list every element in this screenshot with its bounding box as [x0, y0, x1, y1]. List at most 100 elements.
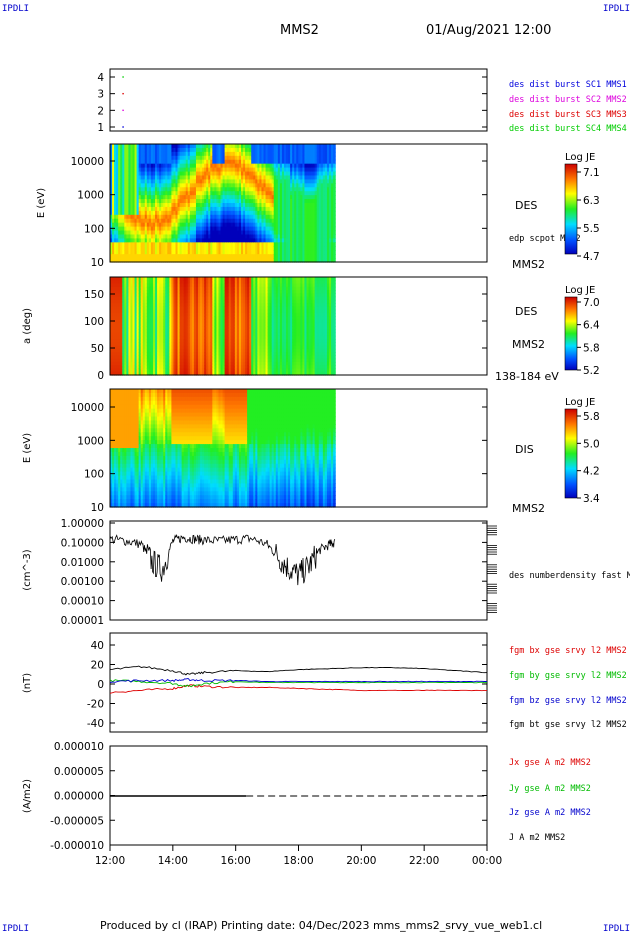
des-energy-cell [112, 167, 115, 173]
des-pitch-cell [155, 355, 158, 360]
des-energy-cell [128, 258, 132, 263]
des-energy-cell [318, 214, 322, 220]
des-energy-cell [177, 175, 181, 180]
des-energy-cell [181, 230, 185, 236]
des-energy-cell [118, 199, 121, 204]
des-energy-cell [118, 183, 121, 188]
des-energy-cell [173, 226, 177, 232]
des-energy-cell [333, 195, 336, 200]
des-energy-cell [290, 238, 293, 243]
des-energy-cell [185, 179, 189, 184]
des-pitch-cell [157, 371, 160, 376]
des-energy-cell [130, 175, 134, 180]
des-pitch-cell [179, 326, 183, 330]
des-energy-cell [273, 226, 277, 232]
des-energy-cell [112, 179, 115, 184]
des-energy-cell [202, 230, 205, 236]
des-energy-cell [290, 171, 293, 177]
des-pitch-cell [155, 322, 158, 327]
des-pitch-cell [140, 306, 144, 311]
des-energy-cell [300, 210, 304, 216]
des-energy-cell [120, 187, 123, 192]
des-pitch-cell [167, 293, 170, 298]
des-pitch-cell [200, 319, 203, 324]
des-energy-cell [304, 258, 308, 263]
des-energy-cell [281, 183, 285, 188]
des-pitch-cell [167, 342, 170, 347]
des-energy-cell [232, 226, 236, 232]
des-energy-cell [277, 175, 281, 180]
des-energy-cell [269, 234, 273, 239]
des-pitch-cell [155, 309, 158, 314]
des-pitch-cell [155, 371, 158, 376]
des-energy-cell [136, 250, 140, 255]
des-energy-cell [146, 206, 150, 212]
des-energy-cell [157, 226, 160, 232]
des-pitch-cell [183, 299, 187, 304]
des-energy-cell [259, 151, 263, 157]
des-energy-cell [195, 230, 199, 236]
des-pitch-cell [218, 309, 222, 314]
des-energy-cell [152, 226, 156, 232]
des-pitch-cell [195, 335, 199, 340]
des-energy-cell [224, 210, 228, 216]
des-energy-cell [232, 179, 236, 184]
des-energy-cell [130, 218, 134, 224]
des-energy-cell [208, 210, 211, 216]
des-energy-cell [146, 167, 150, 173]
des-pitch-cell [110, 306, 113, 311]
des-energy-cell [128, 151, 132, 157]
des-energy-cell [245, 155, 248, 161]
des-energy-cell [312, 230, 316, 236]
des-pitch-cell [148, 358, 152, 363]
des-energy-cell [304, 183, 308, 188]
des-energy-cell [144, 238, 148, 243]
des-energy-cell [130, 171, 134, 177]
des-energy-cell [224, 191, 228, 196]
des-energy-cell [122, 210, 125, 216]
des-pitch-cell [220, 293, 224, 298]
des-energy-cell [236, 195, 240, 200]
des-pitch-cell [208, 329, 211, 334]
des-pitch-cell [120, 283, 123, 288]
des-energy-cell [320, 151, 324, 157]
des-pitch-cell [134, 306, 138, 311]
des-energy-cell [114, 167, 117, 173]
des-energy-cell [195, 191, 199, 196]
des-energy-cell [167, 230, 170, 236]
des-energy-cell [183, 203, 187, 208]
des-energy-cell [116, 246, 119, 251]
des-energy-cell [200, 195, 203, 200]
des-pitch-cell [212, 303, 215, 307]
des-energy-cell [331, 163, 334, 169]
des-energy-cell [318, 242, 322, 247]
des-energy-cell [333, 159, 336, 165]
des-energy-cell [169, 230, 173, 236]
des-energy-cell [167, 187, 170, 192]
des-pitch-cell [120, 326, 123, 330]
des-energy-cell [210, 155, 213, 161]
des-pitch-cell [183, 306, 187, 311]
des-energy-cell [132, 199, 136, 204]
des-energy-cell [230, 246, 234, 251]
des-energy-cell [294, 214, 297, 220]
des-energy-cell [275, 222, 279, 228]
des-pitch-cell [140, 361, 144, 366]
des-energy-cell [118, 242, 121, 247]
des-energy-cell [148, 214, 152, 220]
panel-burst-marks [122, 76, 124, 128]
des-energy-cell [269, 171, 273, 177]
des-energy-cell [314, 214, 318, 220]
des-energy-cell [152, 234, 156, 239]
des-pitch-cell [148, 345, 152, 350]
des-energy-cell [206, 155, 209, 161]
des-energy-cell [283, 191, 287, 196]
des-energy-cell [193, 191, 197, 196]
des-energy-ytick-label: 10 [91, 257, 104, 269]
des-energy-cell [150, 199, 154, 204]
des-pitch-cell [136, 329, 140, 334]
des-energy-cell [234, 183, 238, 188]
des-energy-cell [306, 191, 310, 196]
des-pitch-cell [183, 290, 187, 294]
des-energy-cell [116, 195, 119, 200]
